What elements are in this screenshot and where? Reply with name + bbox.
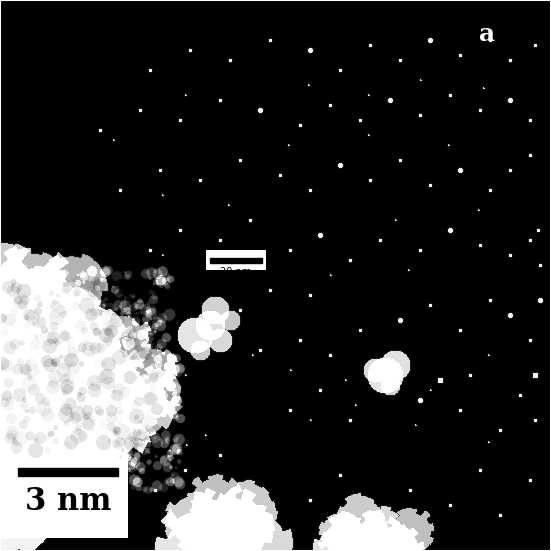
Text: a: a	[479, 22, 495, 46]
Text: 20 nm: 20 nm	[220, 267, 252, 277]
Bar	[18, 468, 118, 476]
Bar	[206, 250, 266, 270]
Bar	[10, 458, 128, 538]
Text: 3 nm: 3 nm	[25, 487, 111, 517]
Bar	[210, 258, 262, 263]
